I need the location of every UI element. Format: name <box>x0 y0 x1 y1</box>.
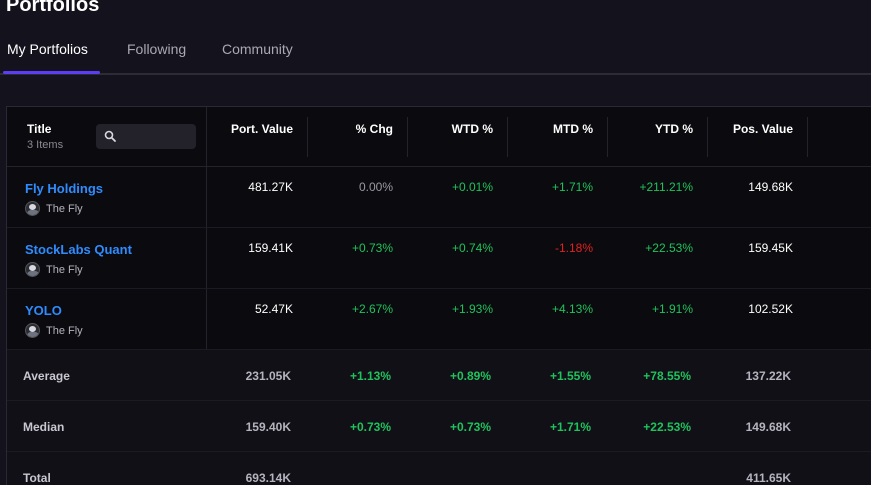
search-input[interactable] <box>120 127 190 146</box>
portfolio-owner: The Fly <box>25 201 83 216</box>
mtd-cell: +4.13% <box>551 302 593 316</box>
page-title: Portfolios <box>6 0 100 16</box>
table-row[interactable]: YOLO The Fly 52.47K +2.67% +1.93% +4.13%… <box>7 289 871 350</box>
summary-label: Median <box>23 420 65 434</box>
portfolio-name-link[interactable]: YOLO <box>25 303 62 318</box>
owner-name: The Fly <box>46 202 83 215</box>
summary-pct-chg: +0.73% <box>349 420 391 434</box>
table-row[interactable]: StockLabs Quant The Fly 159.41K +0.73% +… <box>7 228 871 289</box>
portfolio-name-link[interactable]: Fly Holdings <box>25 181 103 196</box>
mtd-cell: -1.18% <box>554 241 593 255</box>
title-column-divider <box>206 107 207 350</box>
col-header-pct-chg[interactable]: % Chg <box>355 122 393 136</box>
table-header: Title 3 Items Port. Value % Chg WTD % MT… <box>7 107 871 167</box>
search-field[interactable] <box>96 124 196 149</box>
column-divider[interactable] <box>407 117 408 157</box>
summary-pos-value: 137.22K <box>745 369 791 383</box>
summary-mtd: +1.71% <box>549 420 591 434</box>
summary-port-value: 159.40K <box>245 420 291 434</box>
col-header-mtd[interactable]: MTD % <box>553 122 593 136</box>
ytd-cell: +211.21% <box>639 180 694 194</box>
summary-label: Total <box>23 471 51 485</box>
column-divider[interactable] <box>607 117 608 157</box>
portfolio-owner: The Fly <box>25 323 83 338</box>
avatar <box>25 201 40 216</box>
owner-name: The Fly <box>46 324 83 337</box>
column-divider[interactable] <box>307 117 308 157</box>
col-header-wtd[interactable]: WTD % <box>451 122 493 136</box>
wtd-cell: +0.74% <box>451 241 493 255</box>
portfolio-name-link[interactable]: StockLabs Quant <box>25 242 132 257</box>
portfolio-owner: The Fly <box>25 262 83 277</box>
col-header-pos-value[interactable]: Pos. Value <box>732 122 793 136</box>
tab-my-portfolios[interactable]: My Portfolios <box>7 41 88 57</box>
col-header-port-value[interactable]: Port. Value <box>230 122 293 136</box>
summary-mtd: +1.55% <box>549 369 591 383</box>
port-value-cell: 481.27K <box>248 180 293 194</box>
ytd-cell: +1.91% <box>651 302 693 316</box>
portfolios-table: Title 3 Items Port. Value % Chg WTD % MT… <box>6 106 871 485</box>
title-column-header[interactable]: Title <box>27 122 52 136</box>
col-header-ytd[interactable]: YTD % <box>654 122 693 136</box>
tab-following[interactable]: Following <box>127 41 187 57</box>
mtd-cell: +1.71% <box>551 180 593 194</box>
column-divider[interactable] <box>507 117 508 157</box>
active-tab-indicator <box>3 71 100 74</box>
summary-wtd: +0.89% <box>449 369 491 383</box>
pct-chg-cell: 0.00% <box>358 180 393 194</box>
summary-pos-value: 411.65K <box>746 471 791 485</box>
summary-row-average: Average 231.05K +1.13% +0.89% +1.55% +78… <box>7 350 871 401</box>
summary-pct-chg: +1.13% <box>349 369 391 383</box>
column-divider[interactable] <box>707 117 708 157</box>
column-divider[interactable] <box>807 117 808 157</box>
pct-chg-cell: +2.67% <box>351 302 393 316</box>
pos-value-cell: 102.52K <box>748 302 793 316</box>
tab-bar: My Portfolios Following Community <box>0 38 871 75</box>
wtd-cell: +0.01% <box>451 180 493 194</box>
port-value-cell: 159.41K <box>248 241 293 255</box>
owner-name: The Fly <box>46 263 83 276</box>
summary-port-value: 693.14K <box>245 471 291 485</box>
summary-label: Average <box>23 369 70 383</box>
avatar <box>25 262 40 277</box>
summary-row-total: Total 693.14K 411.65K <box>7 452 871 485</box>
summary-pos-value: 149.68K <box>745 420 791 434</box>
summary-row-median: Median 159.40K +0.73% +0.73% +1.71% +22.… <box>7 401 871 452</box>
port-value-cell: 52.47K <box>254 302 293 316</box>
pos-value-cell: 159.45K <box>748 241 793 255</box>
summary-port-value: 231.05K <box>245 369 291 383</box>
search-icon <box>104 130 116 142</box>
pos-value-cell: 149.68K <box>748 180 793 194</box>
pct-chg-cell: +0.73% <box>351 241 393 255</box>
item-count: 3 Items <box>27 139 64 151</box>
avatar <box>25 323 40 338</box>
wtd-cell: +1.93% <box>451 302 493 316</box>
ytd-cell: +22.53% <box>645 241 693 255</box>
table-row[interactable]: Fly Holdings The Fly 481.27K 0.00% +0.01… <box>7 167 871 228</box>
summary-wtd: +0.73% <box>449 420 491 434</box>
summary-ytd: +22.53% <box>643 420 691 434</box>
summary-ytd: +78.55% <box>643 369 691 383</box>
tab-community[interactable]: Community <box>222 41 293 57</box>
